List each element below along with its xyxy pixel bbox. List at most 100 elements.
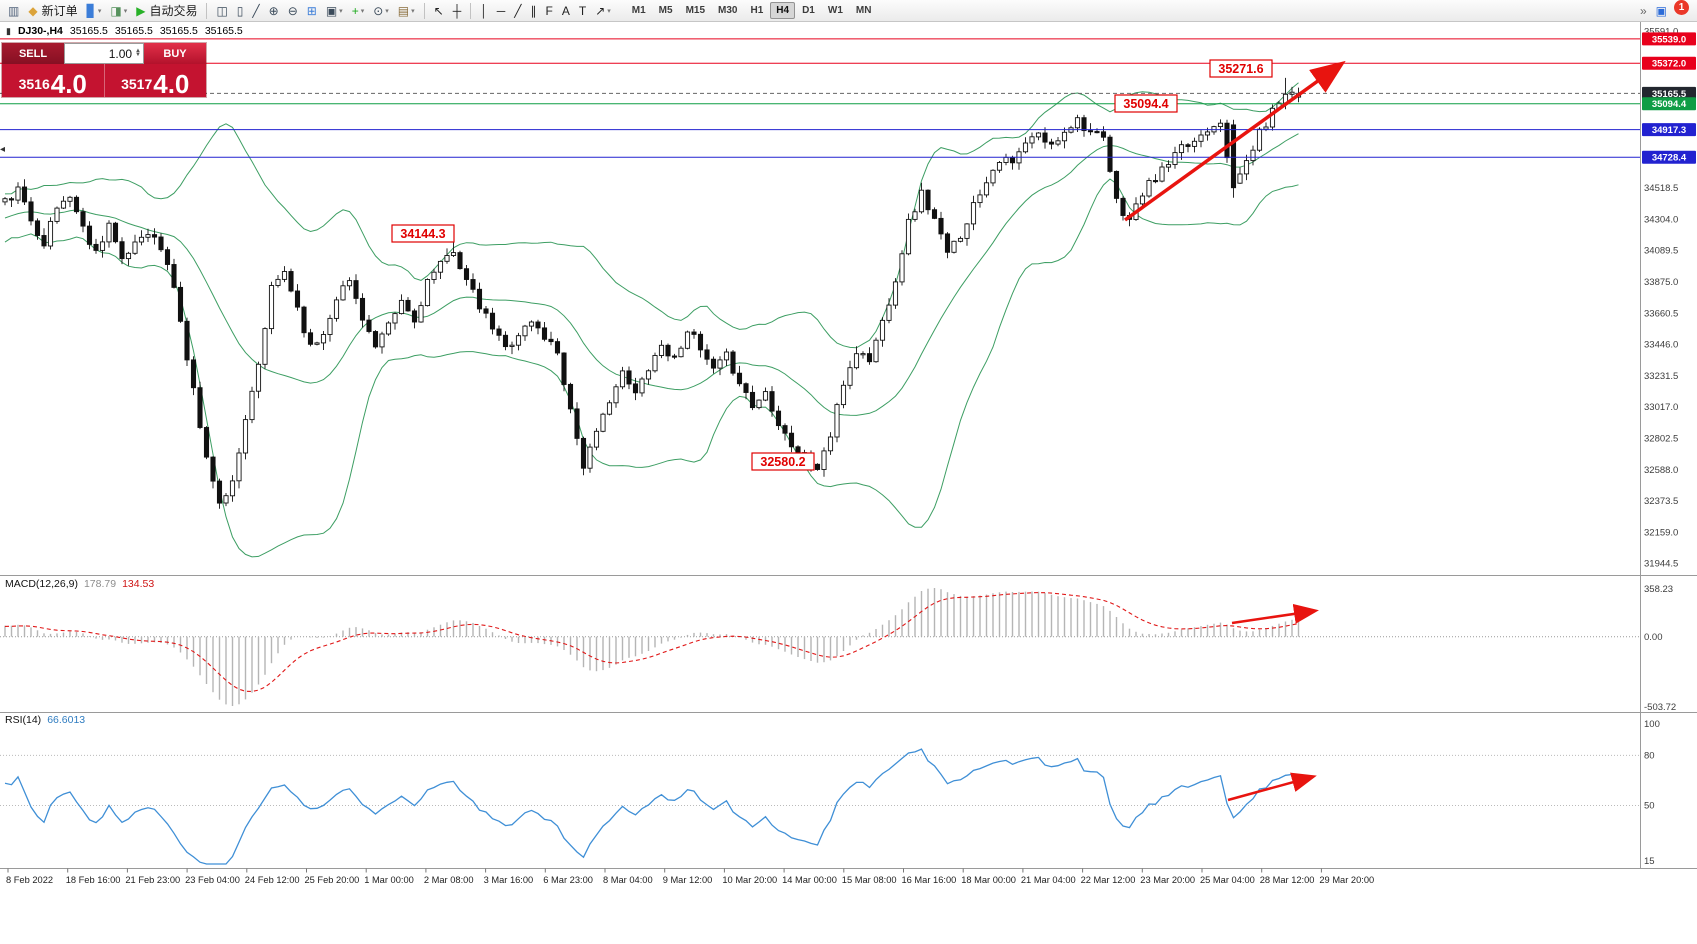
line-chart-icon[interactable]: ╱ (248, 1, 263, 20)
timeframe-m15[interactable]: M15 (685, 5, 706, 16)
timeframe-d1[interactable]: D1 (802, 5, 815, 16)
svg-text:10 Mar 20:00: 10 Mar 20:00 (722, 875, 777, 885)
dropdown-caret-icon[interactable]: ▾ (123, 7, 128, 15)
profiles-icon[interactable]: ◨ ▾ (106, 1, 131, 20)
chat-icon[interactable]: ▣ (1652, 1, 1671, 20)
dropdown-caret-icon[interactable]: ▾ (97, 7, 102, 15)
svg-text:34728.4: 34728.4 (1652, 153, 1687, 164)
new-order-button[interactable]: ◆ 新订单 (24, 1, 81, 20)
volume-stepper[interactable]: ▲ ▼ (135, 47, 141, 58)
indicators-glyph: + (351, 3, 359, 18)
svg-text:15 Mar 08:00: 15 Mar 08:00 (842, 875, 897, 885)
timeframe-mn[interactable]: MN (855, 5, 872, 16)
sell-price[interactable]: 3516 4.0 (2, 64, 104, 97)
toolbar-overflow-icon[interactable]: » (1636, 1, 1651, 20)
buy-price-prefix: 3517 (121, 76, 153, 92)
indicators-icon[interactable]: + ▾ (348, 1, 369, 20)
svg-text:100: 100 (1644, 719, 1660, 730)
arrows-tool-glyph: ↗ (595, 3, 606, 18)
candlesticks (2, 77, 1302, 509)
svg-text:50: 50 (1644, 801, 1655, 812)
crosshair-icon[interactable]: ┼ (449, 1, 466, 20)
timeframe-m5[interactable]: M5 (658, 5, 673, 16)
price-axis: 35591.0 34518.5 34304.0 34089.5 33875.0 33660… (1642, 27, 1696, 570)
charts-icon[interactable]: ▊ ▾ (83, 1, 106, 20)
dropdown-caret-icon[interactable]: ▾ (360, 7, 365, 15)
horizontal-level-lines[interactable] (0, 38, 1640, 158)
price-badge: 34728.4 (1642, 150, 1696, 164)
toolbar-separator (206, 2, 208, 19)
timeframe-h1[interactable]: H1 (750, 5, 764, 16)
vertical-line-icon[interactable]: │ (476, 1, 492, 20)
trendline-icon[interactable]: ╱ (510, 1, 525, 20)
svg-text:18 Mar 00:00: 18 Mar 00:00 (961, 875, 1016, 885)
fibonacci-icon[interactable]: F (541, 1, 556, 20)
svg-text:35094.4: 35094.4 (1652, 99, 1687, 110)
tile-windows-icon[interactable]: ⊞ (303, 1, 321, 20)
buy-button[interactable]: BUY (144, 43, 206, 64)
toolbar-separator (423, 2, 425, 19)
macd-name: MACD(12,26,9) (5, 578, 78, 590)
templates-icon[interactable]: ▤ ▾ (394, 1, 419, 20)
sell-price-big: 4.0 (50, 68, 87, 99)
annotation-box[interactable]: 34144.3 (391, 224, 455, 243)
zoom-out-icon[interactable]: ⊖ (284, 1, 302, 20)
bollinger-bands (4, 82, 1299, 558)
templates-glyph: ▤ (397, 3, 410, 18)
trend-arrow (1231, 604, 1319, 625)
periods-icon[interactable]: ⊙ ▾ (369, 1, 393, 20)
sell-price-prefix: 3516 (18, 76, 50, 92)
chart-window-icon[interactable]: ▥ (4, 1, 23, 20)
trend-arrows[interactable] (1123, 60, 1346, 802)
rsi-panel: 100 80 50 15 (0, 719, 1660, 867)
timeframe-h4[interactable]: H4 (770, 2, 796, 19)
candlestick-chart-icon[interactable]: ▯ (233, 1, 248, 20)
dropdown-caret-icon[interactable]: ▾ (339, 7, 343, 15)
svg-text:25 Mar 04:00: 25 Mar 04:00 (1200, 875, 1255, 885)
svg-text:24 Feb 12:00: 24 Feb 12:00 (245, 875, 300, 885)
toolbar-separator (470, 2, 472, 19)
timeframe-m30[interactable]: M30 (718, 5, 738, 16)
svg-text:33231.5: 33231.5 (1644, 371, 1678, 382)
arrows-tool-icon[interactable]: ↗ ▾ (591, 1, 615, 20)
annotation-box[interactable]: 32580.2 (751, 452, 815, 471)
sell-button[interactable]: SELL (2, 43, 64, 64)
equidistant-channel-icon[interactable]: ∥ (526, 1, 540, 20)
rsi-current-value: 66.6013 (47, 714, 86, 726)
dropdown-caret-icon[interactable]: ▾ (385, 7, 389, 15)
dropdown-caret-icon[interactable]: ▾ (607, 7, 611, 15)
svg-text:32580.2: 32580.2 (760, 455, 805, 469)
text-label-icon[interactable]: T (575, 1, 590, 20)
profiles-glyph: ◨ (110, 3, 122, 18)
trendline-glyph: ╱ (514, 3, 522, 18)
svg-text:9 Mar 12:00: 9 Mar 12:00 (663, 875, 713, 885)
dropdown-caret-icon[interactable]: ▾ (411, 7, 415, 15)
volume-input[interactable]: 1.00 ▲ ▼ (64, 43, 144, 64)
chart-canvas[interactable]: 35591.0 34518.5 34304.0 34089.5 33875.0 33660… (0, 22, 1697, 944)
cursor-icon[interactable]: ↖ (430, 1, 448, 20)
annotation-box[interactable]: 35271.6 (1209, 59, 1273, 78)
vertical-line-glyph: │ (480, 3, 488, 18)
collapse-arrow-icon[interactable]: ◂ (0, 144, 6, 155)
chart-area: 35591.0 34518.5 34304.0 34089.5 33875.0 33660… (0, 22, 1697, 944)
horizontal-line-icon[interactable]: ─ (493, 1, 510, 20)
autotrading-button[interactable]: ▶ 自动交易 (132, 1, 201, 20)
svg-text:35094.4: 35094.4 (1123, 97, 1168, 111)
tile-windows-glyph: ⊞ (306, 3, 317, 18)
zoom-in-icon[interactable]: ⊕ (265, 1, 283, 20)
notification-badge[interactable]: 1 (1674, 0, 1689, 15)
buy-price[interactable]: 3517 4.0 (103, 64, 207, 97)
auto-arrange-icon[interactable]: ▣ ▾ (322, 1, 347, 20)
step-down-icon[interactable]: ▼ (135, 51, 141, 58)
bars-chart-icon[interactable]: ◫ (212, 1, 231, 20)
svg-text:34917.3: 34917.3 (1652, 125, 1686, 136)
text-icon[interactable]: A (558, 1, 574, 20)
timeframe-m1[interactable]: M1 (631, 5, 646, 16)
timeframe-w1[interactable]: W1 (827, 5, 843, 16)
step-up-icon[interactable]: ▲ (135, 47, 141, 54)
svg-text:32588.0: 32588.0 (1644, 465, 1678, 476)
annotation-box[interactable]: 35094.4 (1114, 94, 1178, 113)
svg-text:33660.5: 33660.5 (1644, 308, 1678, 319)
ohlc-open: 35165.5 (69, 25, 108, 37)
svg-text:34089.5: 34089.5 (1644, 246, 1678, 257)
